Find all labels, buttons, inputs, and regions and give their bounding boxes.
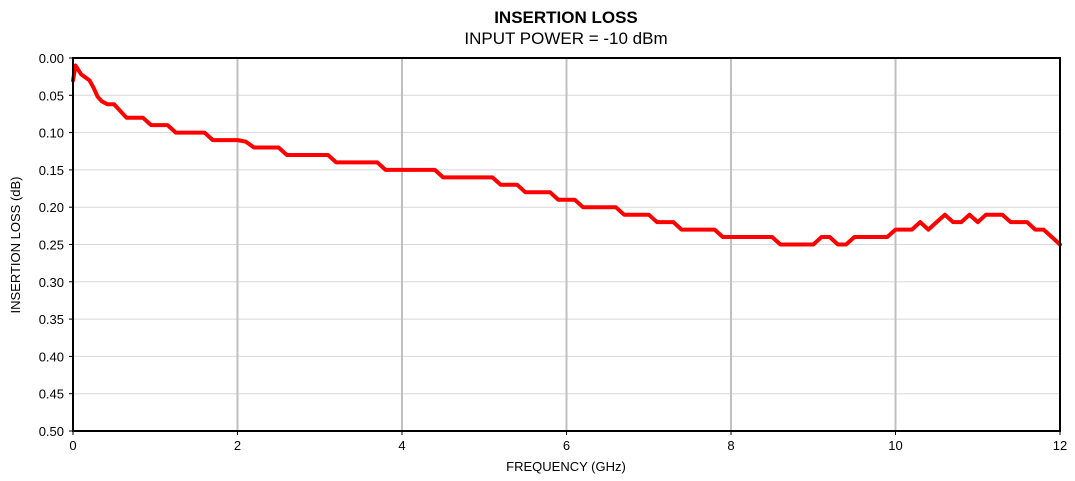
- series-line-insertion-loss: [71, 63, 1062, 247]
- grid-lines: [73, 57, 1060, 432]
- x-tick-label: 0: [69, 438, 76, 453]
- y-axis-ticks: 0.00 0.05 0.10 0.15 0.20 0.25 0.30 0.35 0.40 0.45…: [39, 51, 73, 439]
- y-axis-label: INSERTION LOSS (dB): [8, 176, 23, 313]
- y-tick-label: 0.10: [39, 126, 64, 141]
- x-axis-ticks: 0 2 4 6 8 10 12: [69, 431, 1067, 453]
- x-axis-label: FREQUENCY (GHz): [506, 459, 626, 474]
- y-tick-label: 0.35: [39, 312, 64, 327]
- x-tick-label: 12: [1053, 438, 1067, 453]
- x-tick-label: 6: [563, 438, 570, 453]
- chart-title: INSERTION LOSS: [494, 8, 638, 27]
- x-tick-label: 10: [888, 438, 902, 453]
- y-tick-label: 0.30: [39, 275, 64, 290]
- y-tick-label: 0.40: [39, 349, 64, 364]
- x-tick-label: 8: [727, 438, 734, 453]
- chart-subtitle: INPUT POWER = -10 dBm: [464, 29, 667, 48]
- y-tick-label: 0.25: [39, 238, 64, 253]
- y-tick-label: 0.00: [39, 51, 64, 66]
- y-tick-label: 0.20: [39, 200, 64, 215]
- x-tick-label: 4: [398, 438, 405, 453]
- x-tick-label: 2: [234, 438, 241, 453]
- y-tick-label: 0.15: [39, 163, 64, 178]
- y-tick-label: 0.05: [39, 88, 64, 103]
- y-tick-label: 0.50: [39, 424, 64, 439]
- y-tick-label: 0.45: [39, 387, 64, 402]
